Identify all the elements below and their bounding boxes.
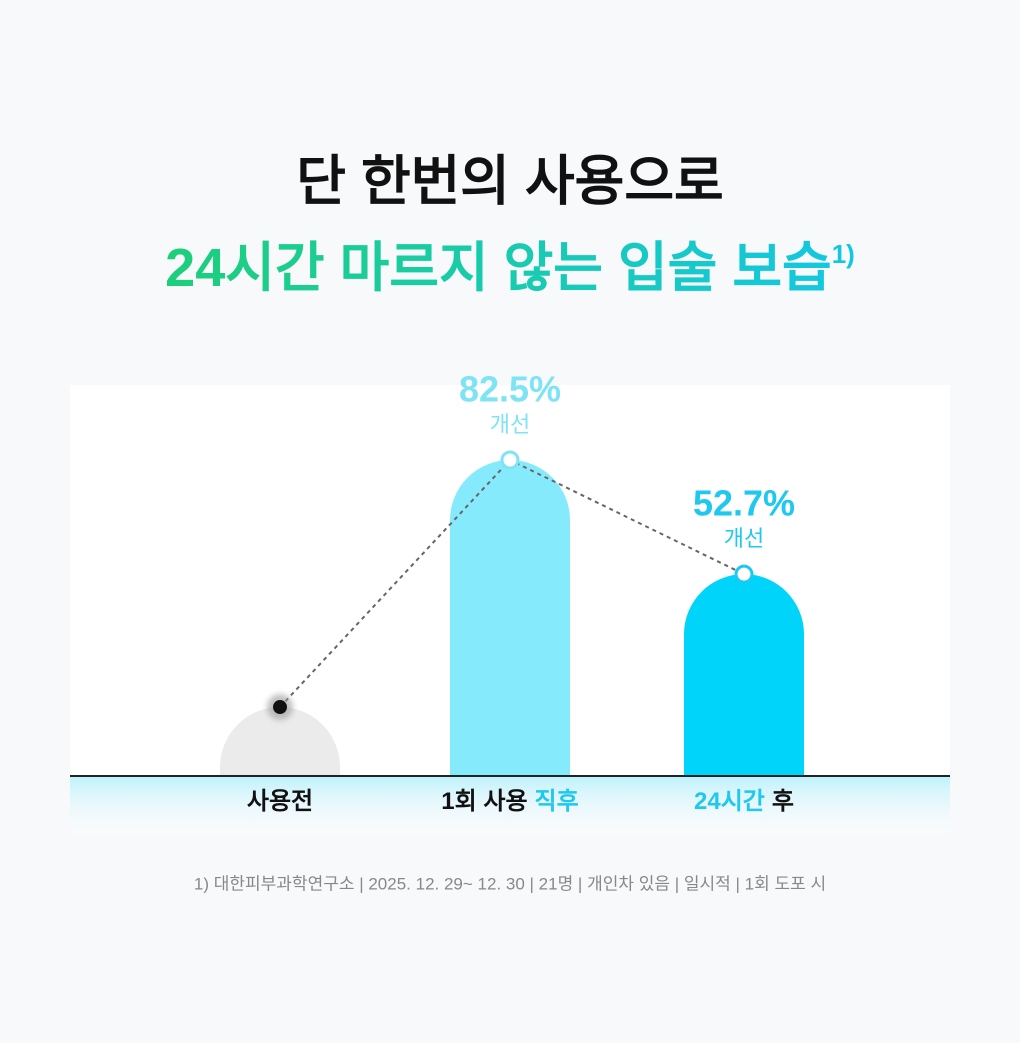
x-tick-label: 사용전 <box>247 788 313 815</box>
footnote: 1) 대한피부과학연구소 | 2025. 12. 29~ 12. 30 | 21… <box>194 874 826 893</box>
x-tick-label-part: 후 <box>772 788 794 815</box>
value-label: 52.7% <box>693 483 795 524</box>
value-label: 82.5% <box>459 369 561 410</box>
title: 단 한번의 사용으로 <box>296 151 723 211</box>
subtitle-text: 24시간 마르지 않는 입술 보습 <box>165 238 832 298</box>
axis-band <box>70 776 950 840</box>
subtitle-note: 1) <box>832 239 855 269</box>
bar <box>220 707 341 776</box>
value-note: 개선 <box>724 526 764 551</box>
subtitle: 24시간 마르지 않는 입술 보습1) <box>165 238 855 298</box>
x-tick-label: 24시간 후 <box>694 788 794 815</box>
x-tick-label: 1회 사용 직후 <box>441 788 578 815</box>
x-tick-label-part: 1회 사용 <box>441 788 527 815</box>
marker <box>500 450 520 470</box>
bar <box>450 460 570 776</box>
x-tick-label-part: 직후 <box>535 788 579 815</box>
x-tick-label-part: 사용전 <box>247 788 313 815</box>
x-tick-label-part: 24시간 <box>694 788 765 815</box>
value-note: 개선 <box>490 412 530 437</box>
bar <box>684 574 804 776</box>
marker <box>273 700 287 715</box>
marker <box>734 564 754 584</box>
